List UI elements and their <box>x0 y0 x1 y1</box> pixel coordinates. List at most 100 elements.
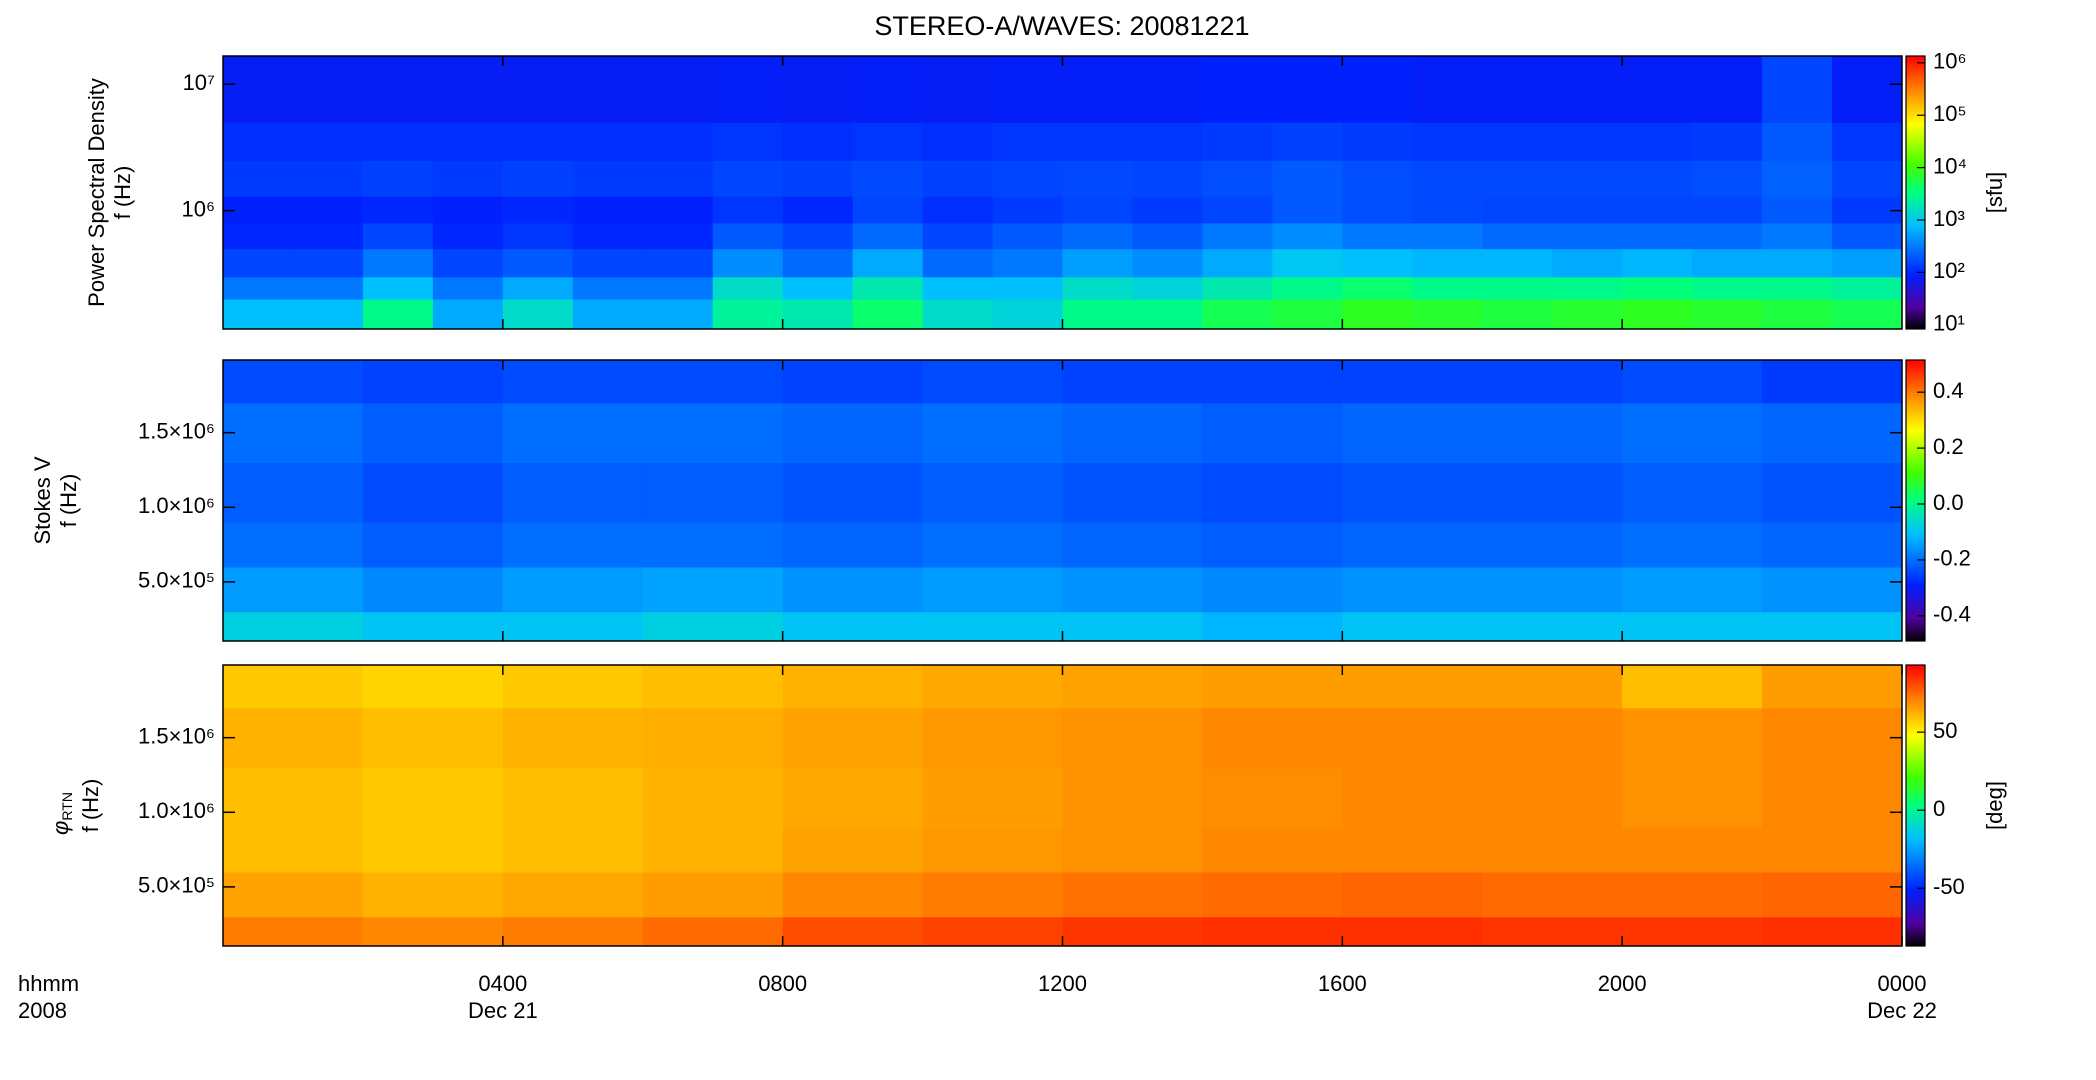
heatmap-cell <box>502 196 574 224</box>
heatmap-cell <box>852 222 924 250</box>
heatmap-cell <box>1342 276 1413 300</box>
heatmap-cell <box>1132 248 1203 278</box>
heatmap-cell <box>1622 56 1693 123</box>
heatmap-cell <box>642 916 784 947</box>
heatmap-cell <box>1692 196 1763 224</box>
heatmap-cell <box>1762 360 1903 404</box>
heatmap-cell <box>1482 566 1623 613</box>
heatmap-cell <box>1622 611 1763 642</box>
y-tick-label: 1.0×10⁶ <box>138 798 215 823</box>
colorbar-tick-label: -0.4 <box>1933 602 1971 627</box>
heatmap-cell <box>782 248 854 278</box>
heatmap-cell <box>502 767 644 828</box>
heatmap-cell <box>1412 222 1483 250</box>
heatmap-cell <box>502 707 644 769</box>
heatmap-cell <box>1412 196 1483 224</box>
heatmap-cell <box>1482 665 1623 709</box>
heatmap-cell <box>572 222 644 250</box>
heatmap-cell <box>362 462 504 523</box>
heatmap-cell <box>572 248 644 278</box>
heatmap-cell <box>1762 248 1833 278</box>
heatmap-cell <box>502 827 644 873</box>
heatmap-cell <box>1622 299 1693 330</box>
heatmap-cell <box>1482 462 1623 523</box>
y-axis-label: Stokes V <box>30 456 55 544</box>
heatmap-cell <box>1062 916 1203 947</box>
heatmap-cell <box>712 56 784 123</box>
heatmap-cell <box>1412 160 1483 197</box>
heatmap-cell <box>992 276 1063 300</box>
heatmap-cell <box>922 665 1063 709</box>
heatmap-cell <box>1132 299 1203 330</box>
heatmap-cell <box>1062 767 1203 828</box>
heatmap-cell <box>1622 767 1763 828</box>
heatmap-cell <box>362 56 434 123</box>
heatmap-cell <box>1202 276 1273 300</box>
heatmap-cell <box>782 56 854 123</box>
heatmap-cell <box>1622 160 1693 197</box>
heatmap-cell <box>362 566 504 613</box>
heatmap-cell <box>1342 665 1483 709</box>
y-tick-label: 10⁷ <box>183 70 215 95</box>
heatmap-cell <box>712 222 784 250</box>
heatmap-cell <box>1762 462 1903 523</box>
heatmap-cell <box>223 827 364 873</box>
heatmap-cell <box>1692 248 1763 278</box>
heatmap-cell <box>1342 871 1483 918</box>
heatmap-cell <box>922 122 994 161</box>
heatmap-cell <box>782 122 854 161</box>
heatmap-cell <box>1202 402 1343 464</box>
heatmap-cell <box>782 827 924 873</box>
heatmap-cell <box>852 248 924 278</box>
heatmap-cell <box>922 196 994 224</box>
colorbar-label: [sfu] <box>1982 172 2007 214</box>
heatmap-cell <box>223 665 364 709</box>
heatmap-cell <box>1062 299 1133 330</box>
heatmap-cell <box>1482 402 1623 464</box>
heatmap-cell <box>1692 222 1763 250</box>
heatmap-cell <box>1622 402 1763 464</box>
heatmap-cell <box>362 299 434 330</box>
heatmap-cell <box>922 767 1063 828</box>
heatmap-cell <box>1762 665 1903 709</box>
y-axis-label: f (Hz) <box>78 779 103 833</box>
heatmap-cell <box>362 827 504 873</box>
heatmap-cell <box>1342 222 1413 250</box>
heatmap-cell <box>782 402 924 464</box>
heatmap-cell <box>1692 299 1763 330</box>
heatmap-cell <box>362 522 504 568</box>
colorbar-tick-label: 10⁶ <box>1933 49 1967 74</box>
heatmap-cell <box>712 196 784 224</box>
heatmap-cell <box>1062 665 1203 709</box>
heatmap-cell <box>223 122 294 161</box>
heatmap-cell <box>1062 56 1133 123</box>
heatmap-cell <box>502 916 644 947</box>
date-label: Dec 21 <box>468 998 538 1023</box>
heatmap-cell <box>1202 160 1273 197</box>
y-tick-label: 1.0×10⁶ <box>138 493 215 518</box>
heatmap-cell <box>1832 222 1903 250</box>
heatmap-cell <box>1412 276 1483 300</box>
heatmap-cell <box>992 248 1063 278</box>
colorbar-tick-label: 10² <box>1933 258 1965 283</box>
heatmap-cell <box>922 222 994 250</box>
y-tick-label: 10⁶ <box>181 196 215 221</box>
heatmap-cell <box>1272 276 1343 300</box>
heatmap-cell <box>432 160 504 197</box>
heatmap-cell <box>992 299 1063 330</box>
heatmap-cell <box>1832 196 1903 224</box>
heatmap-cell <box>223 299 294 330</box>
heatmap-cell <box>502 871 644 918</box>
heatmap-cell <box>362 707 504 769</box>
heatmap-cell <box>1202 522 1343 568</box>
heatmap-cell <box>502 611 644 642</box>
heatmap-cell <box>922 707 1063 769</box>
heatmap-cell <box>1132 160 1203 197</box>
colorbar-tick-label: 10¹ <box>1933 311 1965 336</box>
y-axis-label: φRTN <box>48 792 75 835</box>
heatmap-cell <box>223 611 364 642</box>
heatmap-cell <box>922 916 1063 947</box>
heatmap-cell <box>1762 707 1903 769</box>
heatmap-cell <box>922 56 994 123</box>
heatmap-cell <box>1622 122 1693 161</box>
